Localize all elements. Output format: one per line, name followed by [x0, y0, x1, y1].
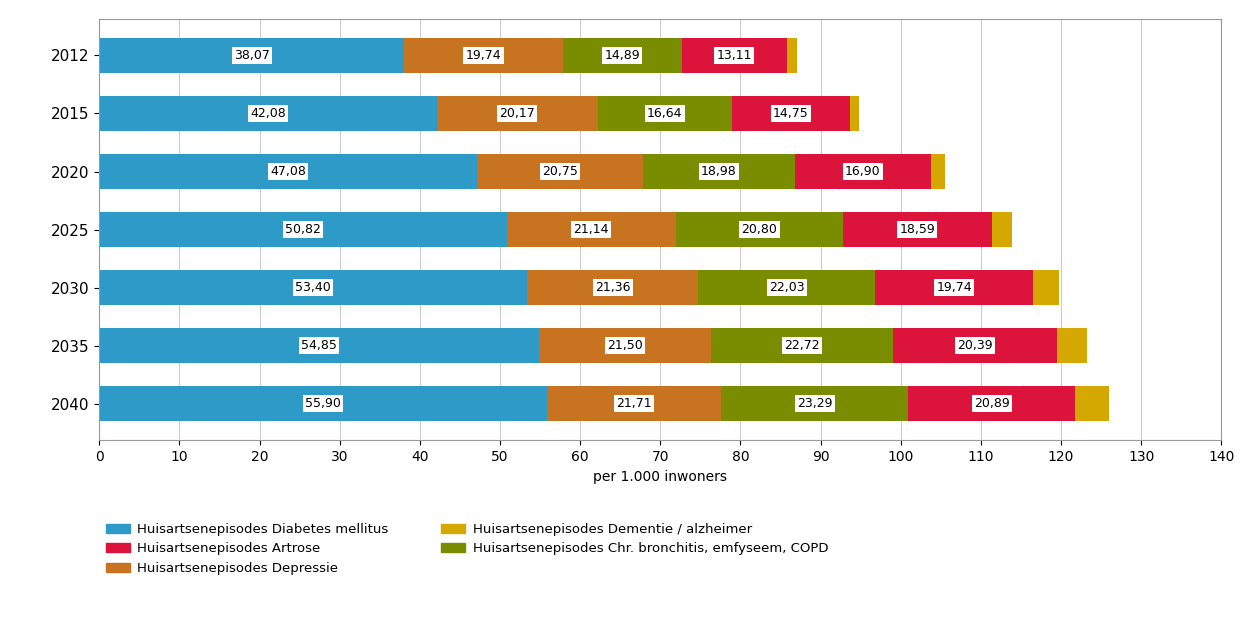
Text: 50,82: 50,82	[285, 223, 321, 236]
Text: 18,98: 18,98	[701, 165, 737, 178]
Bar	[712, 328, 893, 363]
Bar	[1056, 328, 1087, 363]
Bar	[676, 212, 843, 247]
Bar	[99, 328, 539, 363]
X-axis label: per 1.000 inwoners: per 1.000 inwoners	[593, 470, 728, 484]
Text: 20,75: 20,75	[542, 165, 578, 178]
Text: 22,72: 22,72	[785, 339, 820, 352]
Bar	[732, 96, 849, 131]
Bar	[930, 154, 945, 189]
Bar	[99, 386, 547, 421]
Bar	[908, 386, 1075, 421]
Text: 20,89: 20,89	[973, 398, 1009, 410]
Text: 19,74: 19,74	[466, 49, 501, 62]
Bar	[539, 328, 712, 363]
Bar	[99, 270, 527, 305]
Text: 53,40: 53,40	[295, 281, 331, 294]
Bar	[795, 154, 930, 189]
Bar	[563, 38, 682, 73]
Text: 14,75: 14,75	[773, 107, 808, 120]
Bar	[99, 212, 507, 247]
Text: 14,89: 14,89	[604, 49, 640, 62]
Text: 42,08: 42,08	[250, 107, 285, 120]
Text: 20,39: 20,39	[957, 339, 993, 352]
Text: 47,08: 47,08	[270, 165, 306, 178]
Bar	[1033, 270, 1059, 305]
Text: 19,74: 19,74	[936, 281, 972, 294]
Bar	[507, 212, 676, 247]
Bar	[99, 96, 436, 131]
Bar	[698, 270, 875, 305]
Text: 18,59: 18,59	[899, 223, 935, 236]
Text: 21,50: 21,50	[608, 339, 642, 352]
Bar	[642, 154, 795, 189]
Text: 21,36: 21,36	[595, 281, 631, 294]
Bar	[787, 38, 796, 73]
Text: 13,11: 13,11	[717, 49, 753, 62]
Bar	[893, 328, 1056, 363]
Text: 21,14: 21,14	[574, 223, 609, 236]
Text: 38,07: 38,07	[234, 49, 270, 62]
Text: 20,17: 20,17	[500, 107, 536, 120]
Bar	[476, 154, 642, 189]
Text: 55,90: 55,90	[305, 398, 341, 410]
Text: 23,29: 23,29	[797, 398, 832, 410]
Text: 21,71: 21,71	[616, 398, 652, 410]
Bar	[682, 38, 787, 73]
Bar	[722, 386, 908, 421]
Bar	[99, 154, 476, 189]
Bar	[436, 96, 598, 131]
Bar	[598, 96, 732, 131]
Text: 20,80: 20,80	[742, 223, 777, 236]
Text: 54,85: 54,85	[301, 339, 337, 352]
Bar	[875, 270, 1033, 305]
Bar	[849, 96, 859, 131]
Text: 22,03: 22,03	[769, 281, 805, 294]
Bar	[99, 38, 404, 73]
Bar	[404, 38, 563, 73]
Text: 16,64: 16,64	[647, 107, 682, 120]
Bar	[547, 386, 722, 421]
Bar	[527, 270, 698, 305]
Bar	[992, 212, 1012, 247]
Legend: Huisartsenepisodes Diabetes mellitus, Huisartsenepisodes Artrose, Huisartsenepis: Huisartsenepisodes Diabetes mellitus, Hu…	[105, 523, 828, 575]
Bar	[843, 212, 992, 247]
Bar	[1075, 386, 1109, 421]
Text: 16,90: 16,90	[844, 165, 880, 178]
